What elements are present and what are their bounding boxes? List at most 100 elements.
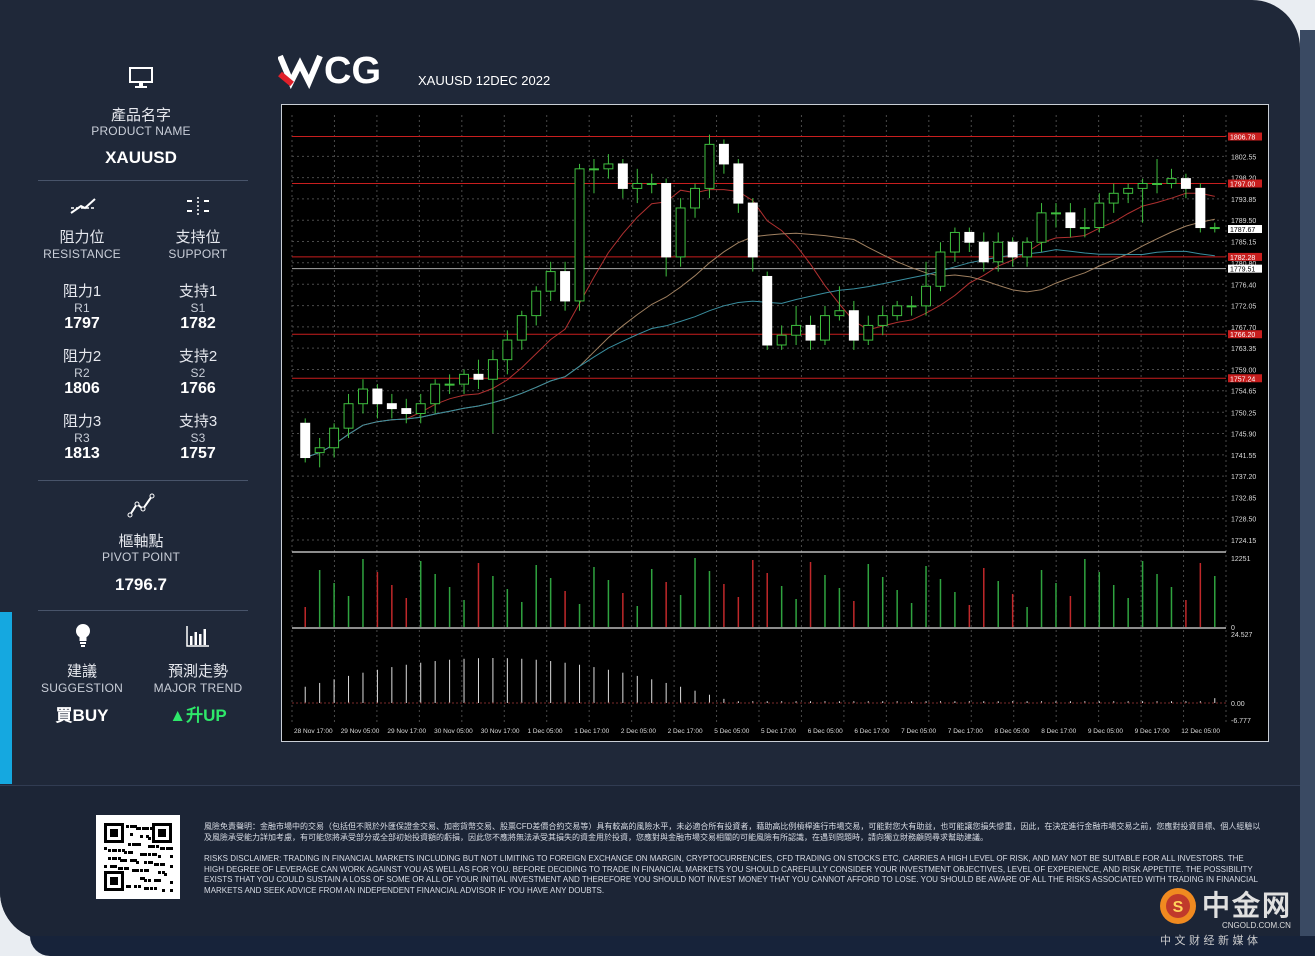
qr-module: [134, 825, 137, 828]
qr-module: [156, 879, 159, 882]
x-tick-label: 29 Nov 05:00: [341, 728, 380, 735]
candle-body: [574, 168, 585, 302]
candle-body: [632, 183, 643, 189]
candle-body: [560, 271, 571, 302]
x-tick-label: 7 Dec 17:00: [948, 728, 983, 735]
y-tick-label: 1763.35: [1231, 346, 1256, 353]
x-tick-label: 5 Dec 17:00: [761, 728, 796, 735]
candle-body: [819, 315, 830, 341]
qr-module: [126, 885, 129, 888]
cngold-logo-icon: S: [1160, 888, 1196, 924]
price-chart: 1802.55 1798.20 1793.85 1789.50 1785.15 1780.…: [281, 104, 1269, 742]
suggestion-label-en: SUGGESTION: [40, 681, 123, 695]
x-tick-label: 6 Dec 05:00: [808, 728, 843, 735]
candle-body: [949, 231, 960, 253]
qr-module: [134, 869, 137, 872]
qr-module: [138, 843, 141, 846]
qr-module: [146, 827, 149, 830]
candle-body: [921, 285, 932, 307]
accent-bar: [0, 612, 12, 784]
osc-bottom-label: -6.777: [1231, 718, 1251, 725]
qr-module: [154, 853, 157, 856]
qr-module: [170, 855, 173, 858]
qr-module: [104, 847, 107, 850]
candle-body: [473, 373, 484, 380]
qr-code[interactable]: [96, 815, 180, 899]
y-tick-label: 1724.15: [1231, 538, 1256, 545]
level-tag: [1228, 252, 1262, 261]
candle-body: [1195, 187, 1206, 229]
qr-module: [104, 865, 107, 868]
qr-module: [152, 845, 155, 848]
x-tick-label: 8 Dec 17:00: [1041, 728, 1076, 735]
svg-text:S: S: [1173, 899, 1184, 916]
qr-module: [150, 887, 153, 890]
r2-zh: 阻力2: [62, 348, 102, 365]
candle-body: [1094, 202, 1105, 229]
qr-finder: [110, 877, 118, 885]
qr-module: [154, 863, 157, 866]
candle-body: [964, 231, 975, 243]
divider: [38, 610, 248, 611]
support-s1: 支持1 S1 1782: [138, 280, 258, 333]
up-arrow-icon: ▲: [169, 706, 187, 725]
trend-label-zh: 預測走勢: [167, 663, 228, 680]
qr-module: [162, 847, 165, 850]
x-tick-label: 12 Dec 05:00: [1181, 728, 1220, 735]
candle-body: [1007, 241, 1018, 258]
qr-module: [162, 871, 165, 874]
x-tick-label: 9 Dec 17:00: [1135, 728, 1170, 735]
candle-body: [935, 251, 946, 287]
y-tick-label: 1759.00: [1231, 367, 1256, 374]
x-tick-label: 9 Dec 05:00: [1088, 728, 1123, 735]
x-tick-label: 6 Dec 17:00: [854, 728, 889, 735]
x-tick-label: 28 Nov 17:00: [294, 728, 333, 735]
candle-body: [531, 290, 542, 317]
qr-module: [170, 847, 173, 850]
qr-module: [140, 853, 143, 856]
candle-body: [762, 275, 773, 346]
qr-module: [124, 859, 127, 862]
volume-zero-label: 0: [1231, 625, 1235, 632]
wcg-logo: CG: [278, 50, 381, 90]
resistance-label-en: RESISTANCE: [43, 247, 121, 261]
suggestion-value: 買BUY: [55, 706, 109, 725]
qr-module: [158, 855, 161, 858]
qr-module: [170, 865, 173, 868]
r2-value: 1806: [64, 380, 100, 397]
qr-module: [130, 833, 133, 836]
watermark-tagline: 中 文 财 经 新 媒 体: [1160, 934, 1258, 947]
suggestion-label-zh: 建議: [66, 663, 97, 680]
y-tick-label: 1776.40: [1231, 282, 1256, 289]
qr-finder: [110, 829, 118, 837]
qr-module: [142, 877, 145, 880]
level-label: 1757.24: [1230, 376, 1255, 383]
sidebar: 產品名字 PRODUCT NAME XAUUSD 阻力位 RESISTANCE …: [14, 40, 268, 780]
trend-value: ▲升UP: [138, 701, 258, 726]
candle-body: [386, 403, 397, 410]
support-s3: 支持3 S3 1757: [138, 410, 258, 463]
qr-module: [136, 843, 139, 846]
candle-body: [603, 163, 614, 170]
qr-module: [144, 879, 147, 882]
r3-code: R3: [74, 431, 90, 445]
y-tick-label: 1785.15: [1231, 239, 1256, 246]
level-tag: [1228, 179, 1262, 188]
level-label: 1779.51: [1230, 267, 1255, 274]
qr-module: [138, 827, 141, 830]
candle-body: [675, 207, 686, 258]
y-tick-label: 1798.20: [1231, 176, 1256, 183]
qr-module: [112, 865, 115, 868]
qr-module: [150, 845, 153, 848]
r1-value: 1797: [64, 315, 100, 332]
qr-module: [146, 887, 149, 890]
s1-zh: 支持1: [178, 283, 218, 300]
y-tick-label: 1732.85: [1231, 495, 1256, 502]
qr-module: [134, 859, 137, 862]
bar-chart-icon: [186, 626, 209, 647]
qr-module: [122, 859, 125, 862]
qr-module: [156, 845, 159, 848]
disclaimer-zh: 風險免責聲明：金融市場中的交易（包括但不限於外匯保證金交易、加密貨幣交易、股票C…: [204, 822, 1261, 842]
candle-body: [791, 324, 802, 336]
moving-average-line: [305, 189, 1215, 458]
